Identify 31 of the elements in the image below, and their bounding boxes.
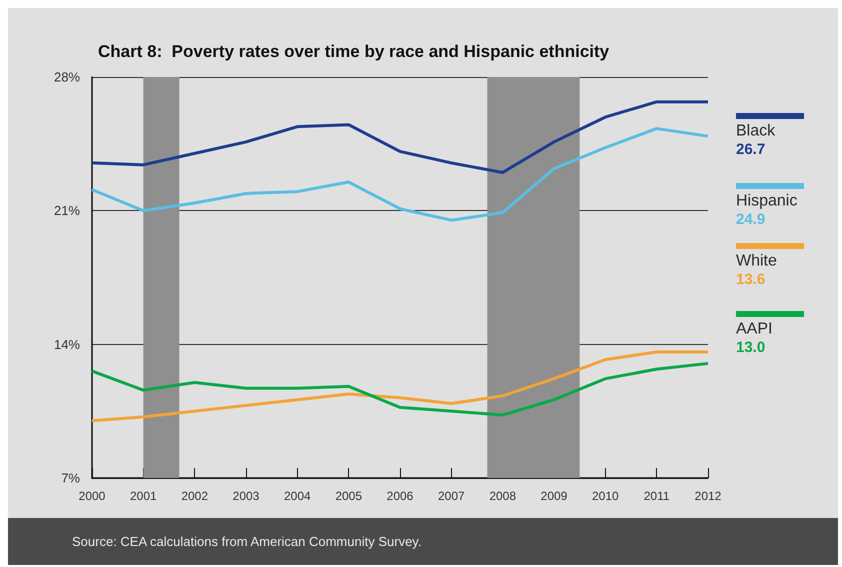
x-tick-label: 2005 <box>335 489 362 503</box>
x-tick-label: 2012 <box>694 489 722 503</box>
x-tick-label: 2004 <box>284 489 312 503</box>
x-tick-label: 2007 <box>438 489 466 503</box>
source-note: Source: CEA calculations from American Community Survey. <box>72 534 422 549</box>
x-tick-label: 2000 <box>78 489 106 503</box>
line-series <box>90 350 710 422</box>
legend-label: AAPI <box>736 320 772 338</box>
text: 24.9 <box>736 211 766 228</box>
text: 13.6 <box>736 271 766 288</box>
y-tick-label: 14% <box>54 336 80 352</box>
x-tick-label: 2006 <box>386 489 414 503</box>
y-tick-label: 28% <box>54 70 80 84</box>
x-tick-label: 2011 <box>644 489 670 503</box>
legend-label: Black <box>736 122 776 140</box>
x-tick-label: 2009 <box>540 489 568 503</box>
legend-label: White <box>736 252 777 270</box>
y-tick-label: 7% <box>61 470 80 486</box>
legend-label: Hispanic <box>736 192 798 210</box>
x-tick-label: 2003 <box>232 489 260 503</box>
text: 13.0 <box>736 339 766 356</box>
text: 26.7 <box>736 141 766 158</box>
line-series <box>90 127 710 222</box>
x-tick-label: 2001 <box>130 489 158 503</box>
x-tick-label: 2008 <box>489 489 516 503</box>
chart-title: Chart 8: Poverty rates over time by race and Hispanic ethnicity <box>98 42 610 61</box>
y-tick-label: 21% <box>54 203 80 218</box>
x-tick-label: 2010 <box>592 489 620 503</box>
line-series <box>90 100 710 174</box>
line-series <box>90 362 710 416</box>
x-tick-label: 2002 <box>181 489 208 503</box>
